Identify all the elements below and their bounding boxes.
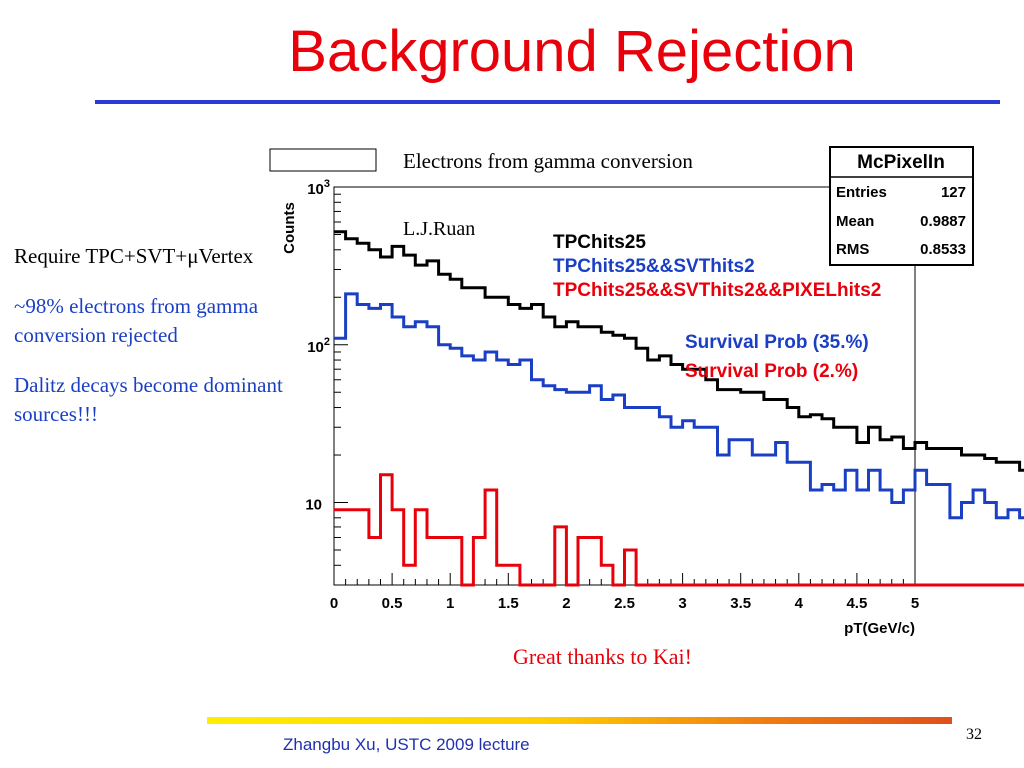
x-tick-label: 2: [562, 595, 570, 612]
stats-value-rms: 0.8533: [920, 241, 966, 258]
stats-box-frame: [829, 146, 974, 266]
survival-label-red: Survival Prob (2.%): [685, 361, 858, 382]
chart-title: Electrons from gamma conversion: [403, 149, 693, 173]
series-layer: [334, 230, 1024, 587]
x-tick-label: 5: [911, 595, 919, 612]
footer-text: Zhangbu Xu, USTC 2009 lecture: [283, 735, 530, 754]
stats-box: McPixelIn Entries 127 Mean 0.9887 RMS 0.…: [829, 146, 974, 266]
x-tick-label: 0.5: [382, 595, 403, 612]
stats-label-entries: Entries: [836, 184, 887, 201]
stats-value-entries: 127: [941, 184, 966, 201]
legend-swatch-box: [269, 148, 377, 172]
x-axis-label: pT(GeV/c): [844, 620, 915, 637]
x-tick-label: 4: [795, 595, 804, 612]
legend-series-2: TPChits25&&SVThits2: [553, 256, 755, 277]
survival-label-blue: Survival Prob (35.%): [685, 332, 869, 353]
legend-series-1: TPChits25: [553, 232, 646, 253]
x-tick-label: 4.5: [846, 595, 867, 612]
x-tick-label: 0: [330, 595, 338, 612]
x-tick-label: 2.5: [614, 595, 635, 612]
histogram-series-1: [334, 230, 1024, 472]
note-dalitz: Dalitz decays become dominant sources!!!: [14, 373, 283, 426]
x-tick-label: 1: [446, 595, 454, 612]
title-rule: [95, 100, 1000, 104]
stats-label-mean: Mean: [836, 213, 874, 230]
histogram-series-3: [334, 473, 1024, 587]
stats-value-mean: 0.9887: [920, 213, 966, 230]
x-tick-label: 1.5: [498, 595, 519, 612]
page-number: 32: [966, 726, 982, 743]
footer-bar: [207, 717, 952, 724]
histogram-series-2: [334, 292, 1024, 520]
chart-annotation: L.J.Ruan: [403, 218, 475, 240]
thanks-note: Great thanks to Kai!: [513, 644, 692, 669]
y-tick-label: 10: [305, 497, 322, 514]
stats-box-title: McPixelIn: [857, 152, 945, 173]
notes-panel: Require TPC+SVT+μVertex ~98% electrons f…: [14, 242, 334, 450]
x-tick-label: 3: [678, 595, 686, 612]
y-axis-label: Counts: [281, 202, 298, 254]
slide-title: Background Rejection: [288, 19, 856, 84]
legend-series-3: TPChits25&&SVThits2&&PIXELhits2: [553, 280, 881, 301]
y-tick-label: 103: [307, 178, 330, 198]
note-rejection: ~98% electrons from gamma conversion rej…: [14, 294, 259, 347]
x-tick-label: 3.5: [730, 595, 751, 612]
stats-label-rms: RMS: [836, 241, 869, 258]
note-requirement: Require TPC+SVT+μVertex: [14, 244, 254, 268]
axes: 0 0.5 1 1.5 2 2.5 3 3.5 4 4.5 5 10 102 103: [305, 178, 919, 612]
y-tick-label: 102: [307, 336, 330, 356]
